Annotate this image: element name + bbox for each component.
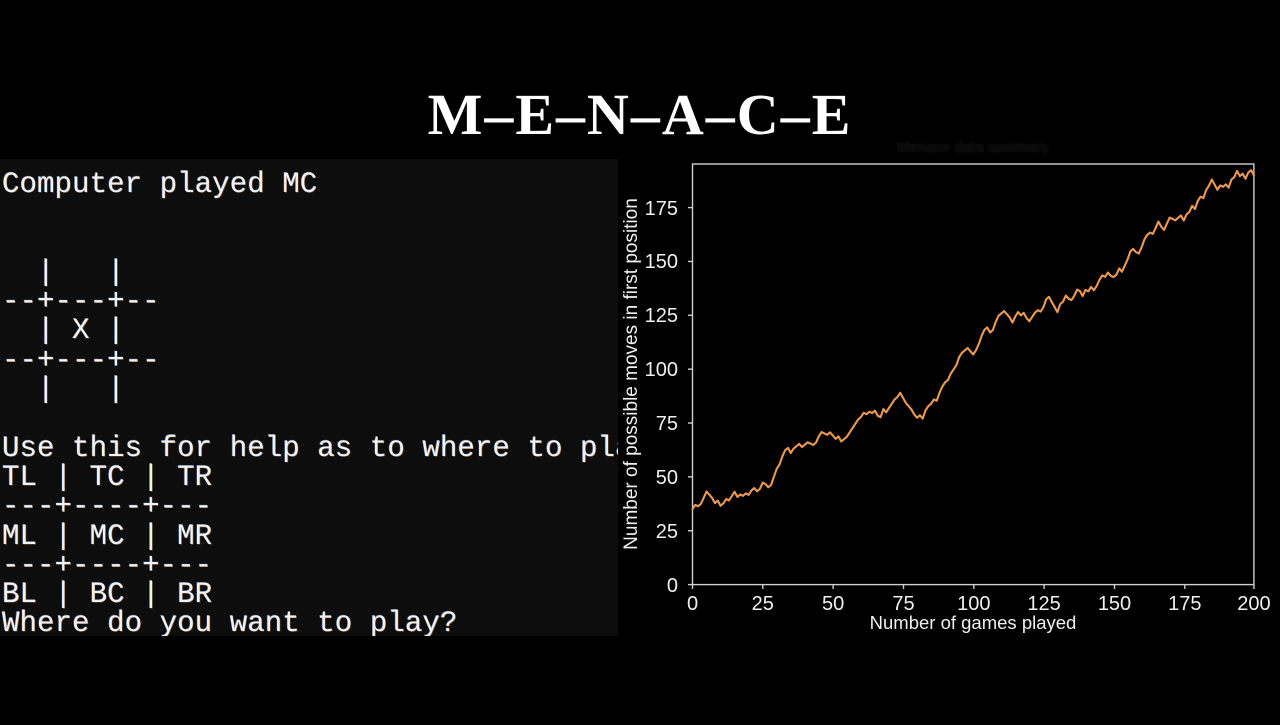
svg-text:Number of possible moves in fi: Number of possible moves in first positi… [621,198,642,550]
svg-text:Menace data summary: Menace data summary [897,139,1050,156]
svg-text:0: 0 [687,593,698,615]
svg-text:50: 50 [656,467,678,489]
svg-text:50: 50 [822,593,844,615]
svg-text:175: 175 [645,198,678,220]
svg-text:25: 25 [752,593,774,615]
svg-text:75: 75 [656,413,678,435]
svg-text:150: 150 [1098,593,1131,615]
svg-text:175: 175 [1168,593,1201,615]
svg-text:100: 100 [645,359,678,381]
svg-text:25: 25 [656,521,678,543]
svg-text:0: 0 [667,575,678,597]
svg-text:150: 150 [645,251,678,273]
svg-text:200: 200 [1237,593,1270,615]
svg-text:125: 125 [645,305,678,327]
svg-text:Number of games played: Number of games played [870,612,1077,633]
